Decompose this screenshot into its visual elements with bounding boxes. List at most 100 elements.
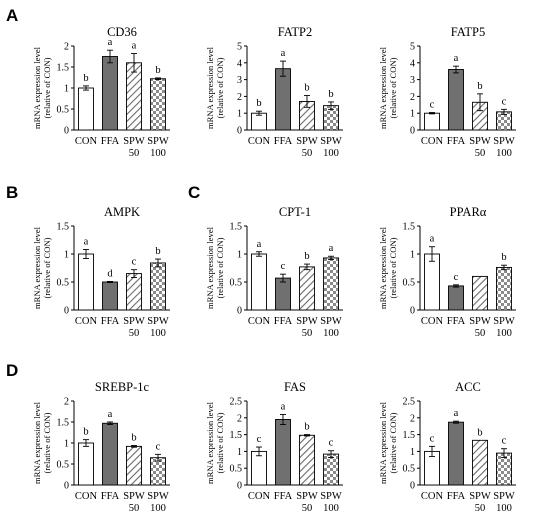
bar-con (251, 450, 267, 486)
x-category-label: SPW (320, 316, 342, 327)
bar-ffa (275, 68, 291, 131)
bar-spw100 (150, 78, 166, 131)
y-tick-label: 4 (237, 58, 242, 69)
y-tick-label: 0 (64, 306, 69, 317)
y-axis-label-line: mRNA expression level (378, 226, 388, 309)
y-tick-label: 0 (237, 306, 242, 317)
x-category-label: FFA (101, 316, 120, 327)
x-category-label: SPW (469, 491, 491, 502)
bar-con (251, 253, 267, 311)
chart-title: FATP2 (278, 25, 313, 39)
y-tick-label: 0 (237, 126, 242, 137)
y-tick-label: 3 (410, 75, 415, 86)
significance-letter: a (132, 41, 137, 52)
x-category-label: 50 (302, 148, 313, 159)
significance-letter: a (281, 401, 286, 412)
panel-letter-d: D (6, 361, 18, 380)
x-category-label: CON (421, 316, 444, 327)
chart-title: SREBP-1c (95, 380, 150, 394)
bar-ffa (102, 56, 118, 131)
significance-letter: a (108, 37, 113, 48)
x-category-label: SPW (493, 316, 515, 327)
significance-letter: c (430, 100, 435, 111)
chart-ppara: PPARα mRNA expression level(relative of C… (378, 205, 516, 339)
y-tick-label: 2.5 (403, 397, 416, 408)
significance-letter: a (84, 237, 89, 248)
bar-spw100 (323, 257, 339, 311)
bar-spw100 (323, 453, 339, 486)
y-axis-label-line: mRNA expression level (205, 46, 215, 129)
x-category-label: SPW (147, 136, 169, 147)
x-category-label: SPW (296, 316, 318, 327)
x-category-label: CON (75, 491, 98, 502)
significance-letter: d (107, 268, 113, 279)
significance-letter: c (329, 438, 334, 449)
x-category-label: 50 (129, 503, 140, 514)
bar-spw50 (299, 434, 315, 486)
significance-letter: a (454, 53, 459, 64)
bar-spw50 (472, 439, 488, 486)
significance-letter: b (83, 427, 88, 438)
x-category-label: SPW (493, 491, 515, 502)
y-tick-label: 1.5 (57, 63, 70, 74)
chart-cd36: CD36 mRNA expression level(relative of CO… (32, 25, 170, 159)
y-tick-label: 2 (237, 413, 242, 424)
x-category-label: CON (421, 491, 444, 502)
y-axis-label: mRNA expression level(relative of CON) (205, 226, 225, 309)
x-category-label: FFA (101, 491, 120, 502)
significance-letter: a (257, 239, 262, 250)
y-tick-label: 1.5 (230, 430, 243, 441)
x-category-label: SPW (123, 316, 145, 327)
x-category-label: 100 (323, 148, 339, 159)
significance-letter: b (155, 65, 160, 76)
x-category-label: 50 (475, 503, 486, 514)
y-axis-label-line: mRNA expression level (378, 46, 388, 129)
chart-fas: FAS mRNA expression level(relative of CON… (205, 380, 343, 514)
y-tick-label: 1 (237, 447, 242, 458)
y-axis-label-line: mRNA expression level (205, 226, 215, 309)
x-category-label: FFA (274, 491, 293, 502)
significance-letter: b (155, 246, 160, 257)
significance-letter: c (454, 272, 459, 283)
significance-letter: a (108, 409, 113, 420)
y-tick-label: 2.5 (230, 397, 243, 408)
x-category-label: 100 (496, 148, 512, 159)
significance-letter: b (304, 83, 309, 94)
x-category-label: SPW (296, 136, 318, 147)
bar-spw50 (472, 275, 488, 311)
significance-letter: c (502, 96, 507, 107)
y-tick-label: 2 (410, 92, 415, 103)
chart-srebp1c: SREBP-1c mRNA expression level(relative o… (32, 380, 170, 514)
x-category-label: SPW (147, 316, 169, 327)
significance-letter: b (256, 98, 261, 109)
bar-ffa (448, 69, 464, 131)
x-category-label: FFA (101, 136, 120, 147)
y-axis-label-line: (relative of CON) (42, 237, 52, 298)
x-category-label: SPW (493, 136, 515, 147)
y-tick-label: 1 (237, 250, 242, 261)
x-category-label: CON (75, 316, 98, 327)
y-axis-label: mRNA expression level(relative of CON) (205, 401, 225, 484)
bar-spw50 (126, 445, 142, 486)
y-tick-label: 1.5 (230, 222, 243, 233)
x-category-label: 100 (150, 148, 166, 159)
y-tick-label: 1.5 (403, 430, 416, 441)
y-axis-label: mRNA expression level(relative of CON) (32, 226, 52, 309)
y-axis-label-line: mRNA expression level (32, 401, 42, 484)
x-category-label: SPW (123, 136, 145, 147)
x-category-label: CON (248, 316, 271, 327)
y-axis-label-line: mRNA expression level (32, 46, 42, 129)
bar-ffa (275, 419, 291, 486)
chart-cpt1: CPT-1 mRNA expression level(relative of C… (205, 205, 343, 339)
y-tick-label: 0.5 (230, 278, 243, 289)
y-tick-label: 5 (410, 42, 415, 53)
panel-letter-b: B (6, 183, 18, 202)
bar-spw50 (126, 62, 142, 131)
y-tick-label: 4 (410, 58, 415, 69)
y-tick-label: 1 (237, 109, 242, 120)
y-axis-label-line: (relative of CON) (215, 57, 225, 118)
y-tick-label: 2 (237, 92, 242, 103)
significance-letter: c (281, 261, 286, 272)
bar-ffa (102, 422, 118, 486)
y-axis-label: mRNA expression level(relative of CON) (378, 46, 398, 129)
